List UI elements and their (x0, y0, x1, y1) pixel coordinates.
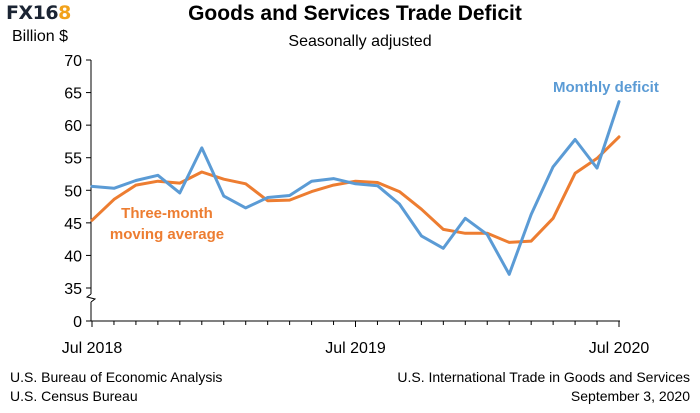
moving-average-point (332, 183, 335, 187)
logo-text-main: FX16 (6, 2, 59, 24)
moving-average-point (442, 228, 445, 231)
source-right: U.S. International Trade in Goods and Se… (397, 368, 690, 406)
monthly-deficit-point (156, 174, 160, 177)
moving-average-point (398, 190, 401, 193)
moving-average-point (354, 179, 357, 183)
moving-average-point (310, 190, 313, 193)
y-tick-label: 55 (64, 151, 82, 168)
moving-average-point (376, 181, 379, 184)
logo-text-accent: 8 (58, 2, 71, 24)
monthly-deficit-point (551, 165, 555, 169)
monthly-deficit-point (310, 179, 313, 183)
y-tick-label: 45 (64, 216, 82, 233)
monthly-deficit-point (508, 273, 511, 276)
y-tick-label: 0 (73, 314, 82, 331)
monthly-deficit-point (529, 213, 533, 216)
monthly-deficit-point (134, 179, 138, 182)
moving-average-point (200, 170, 203, 174)
y-tick-label: 60 (64, 118, 82, 135)
source-census: U.S. Census Bureau (10, 388, 138, 404)
monthly-deficit-point (595, 166, 599, 170)
x-tick-label: Jul 2018 (62, 340, 123, 357)
moving-average-point (617, 135, 621, 139)
moving-average-point (178, 181, 182, 185)
moving-average-point (134, 183, 138, 187)
monthly-deficit-point (222, 194, 225, 198)
monthly-deficit-point (573, 138, 577, 141)
monthly-deficit-point (178, 191, 182, 195)
moving-average-point (244, 182, 247, 185)
moving-average-point (464, 232, 467, 235)
y-tick-label: 50 (64, 183, 82, 200)
moving-average-point (266, 199, 269, 202)
source-date: September 3, 2020 (570, 388, 690, 404)
monthly-deficit-point (442, 247, 445, 250)
monthly-deficit-point (398, 202, 401, 206)
monthly-deficit-point (376, 184, 379, 187)
y-tick-label: 40 (64, 248, 82, 265)
monthly-deficit-point (420, 234, 423, 238)
moving-average-point (508, 241, 511, 244)
axes-layer: 70 65 60 55 50 45 40 35 0 Jul 2018 Jul 2019 Jul 202… (62, 53, 650, 357)
moving-average-point (90, 219, 94, 222)
monthly-deficit-point (200, 146, 203, 150)
source-bea: U.S. Bureau of Economic Analysis (10, 369, 223, 385)
y-axis-break-icon (85, 293, 97, 303)
monthly-deficit-point (112, 187, 116, 190)
monthly-deficit-point (332, 177, 335, 180)
moving-average-point (288, 198, 291, 202)
label-layer: Monthly deficit Three-month moving average (110, 79, 659, 243)
source-left: U.S. Bureau of Economic Analysis U.S. Ce… (10, 368, 222, 406)
x-tick-label: Jul 2020 (589, 340, 650, 357)
y-axis-label: Billion $ (12, 28, 69, 45)
monthly-deficit-point (244, 206, 247, 210)
moving-average-point (222, 178, 225, 181)
moving-average-point (595, 157, 599, 160)
monthly-deficit-label: Monthly deficit (553, 79, 659, 96)
monthly-deficit-point (464, 217, 467, 220)
series-layer (90, 100, 621, 276)
moving-average-point (529, 239, 533, 243)
moving-average-point (551, 217, 555, 220)
y-tick-label: 35 (64, 281, 82, 298)
monthly-deficit-point (266, 196, 269, 199)
series-line-monthly-deficit (90, 100, 621, 276)
monthly-deficit-point (288, 194, 291, 197)
monthly-deficit-point (90, 185, 94, 188)
moving-average-point (420, 207, 423, 211)
chart-title: Goods and Services Trade Deficit (188, 2, 522, 25)
moving-average-point (112, 198, 116, 201)
brand-logo: FX168 (6, 4, 71, 23)
y-tick-label: 70 (64, 53, 82, 70)
moving-average-point (156, 179, 160, 183)
source-report-title: U.S. International Trade in Goods and Se… (397, 369, 690, 385)
monthly-deficit-point (486, 233, 489, 236)
monthly-deficit-point (617, 100, 621, 103)
moving-average-label-line1: Three-month (121, 205, 213, 222)
moving-average-point (573, 172, 577, 175)
monthly-deficit-point (354, 182, 357, 185)
x-tick-label: Jul 2019 (325, 340, 386, 357)
chart-subtitle: Seasonally adjusted (288, 33, 432, 50)
y-tick-label: 65 (64, 86, 82, 103)
moving-average-label-line2: moving average (110, 226, 224, 243)
